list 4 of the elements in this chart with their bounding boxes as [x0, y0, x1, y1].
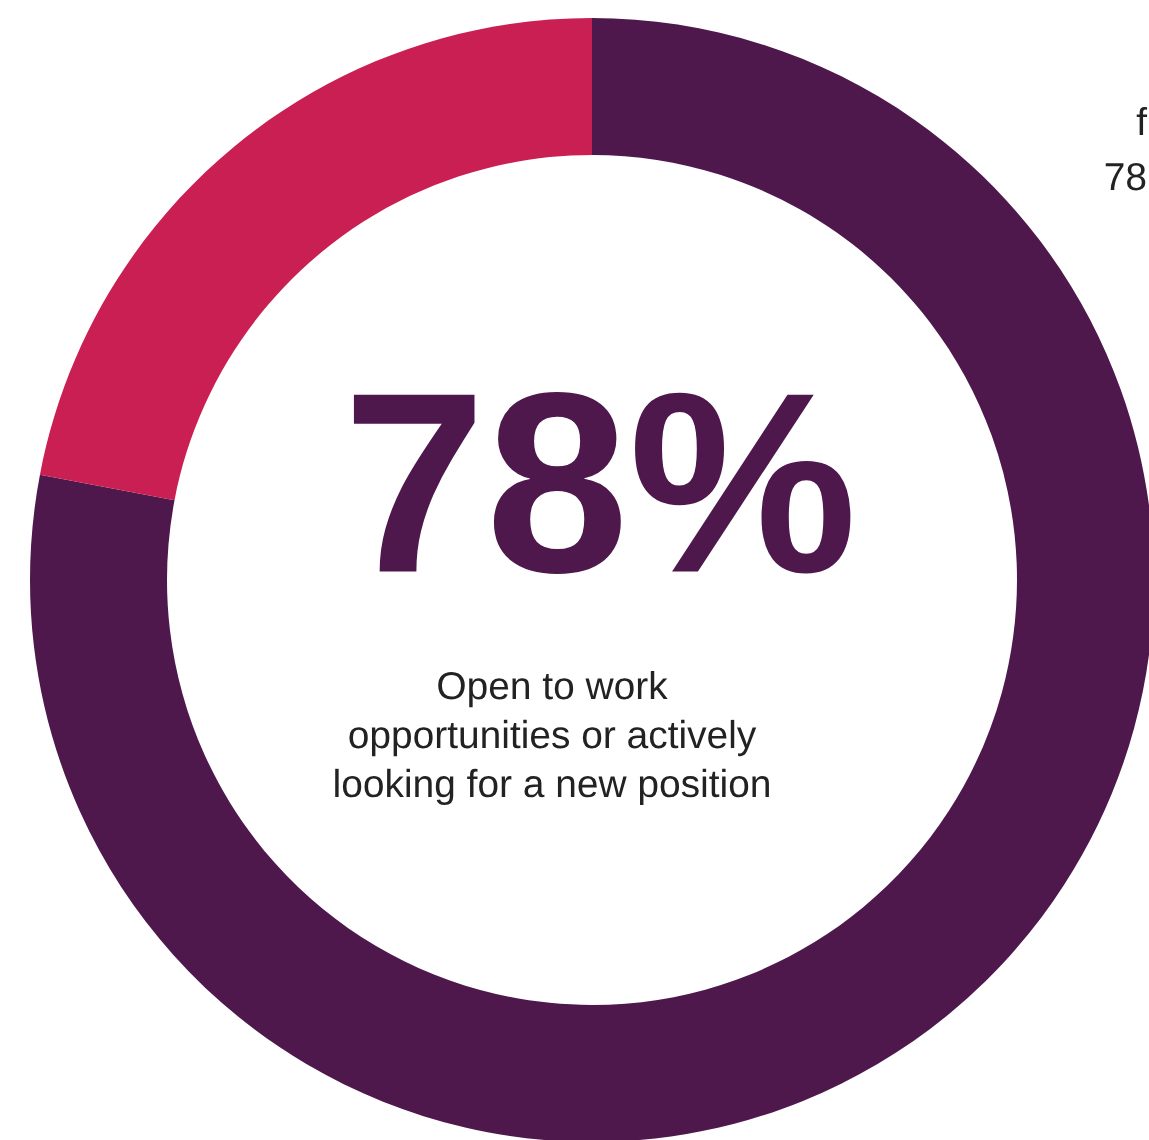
text: f	[1136, 106, 1148, 136]
data-label: 78%	[353, 392, 851, 574]
text: 78	[1105, 162, 1146, 191]
slice-label: Open to work opportunities or actively looking for a new position	[335, 670, 769, 806]
